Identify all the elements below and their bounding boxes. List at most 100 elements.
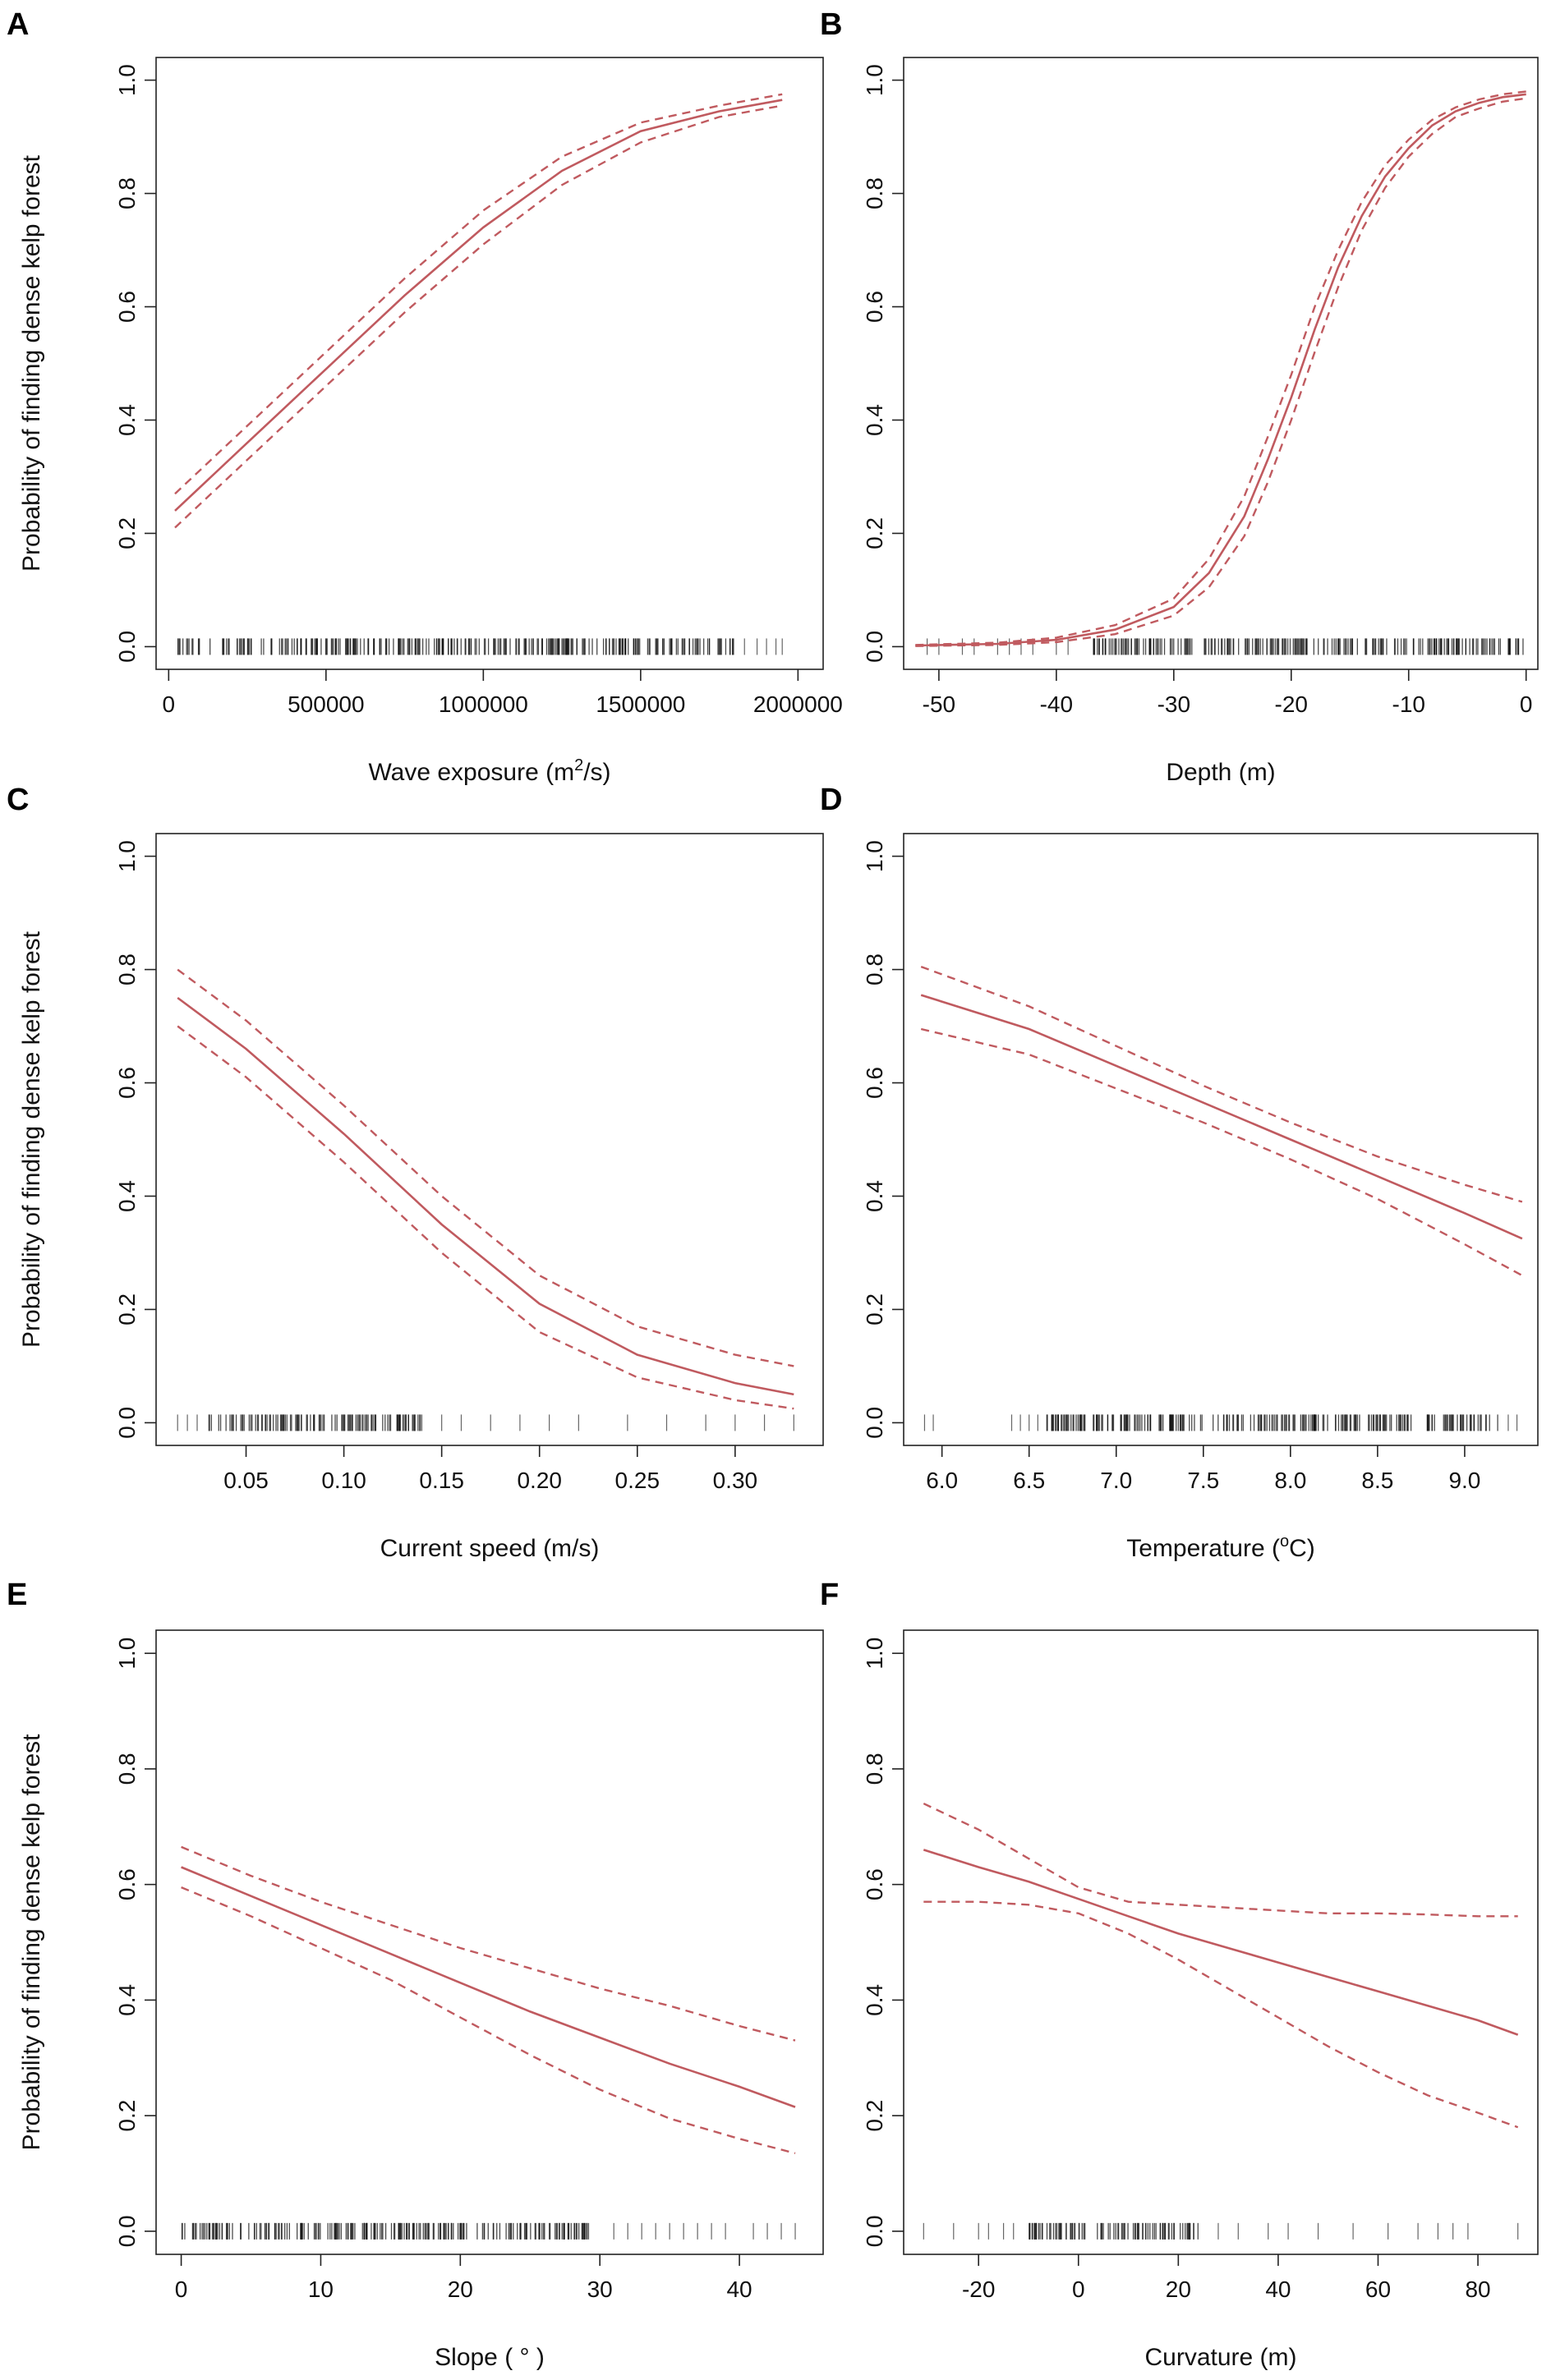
x-axis-title: Depth (m) — [1166, 759, 1275, 786]
y-tick-label: 0.2 — [862, 1293, 887, 1326]
x-axis-title: Temperature (oC) — [1126, 1532, 1315, 1562]
y-tick-label: 0.8 — [862, 177, 887, 209]
y-tick-label: 0.8 — [114, 177, 140, 209]
x-tick-label: 500000 — [288, 691, 364, 717]
y-tick-label: 0.4 — [114, 1180, 140, 1212]
y-tick-label: 0.6 — [862, 1868, 887, 1900]
fit-line — [177, 996, 794, 1396]
fit-line — [174, 99, 783, 512]
x-tick-label: 1000000 — [439, 691, 528, 717]
x-tick-label: -20 — [962, 2277, 995, 2302]
panel-f: F 0.0 0.2 0.4 0.6 0.8 1.0 -20 0 20 40 60 80 Curvature… — [820, 1578, 1539, 2371]
y-tick-label: 0.6 — [114, 1067, 140, 1099]
x-tick-label: 20 — [1166, 2277, 1191, 2302]
x-axis-title: Current speed (m/s) — [380, 1535, 600, 1562]
y-tick-label: 1.0 — [114, 64, 140, 96]
plot-frame — [903, 833, 1539, 1446]
x-tick-label: 2000000 — [753, 691, 843, 717]
x-tick-label: -50 — [923, 691, 955, 717]
x-tick-label: 6.0 — [926, 1468, 958, 1493]
x-axis-title-text: Curvature (m) — [1144, 2344, 1296, 2371]
x-axis-title-tail: C) — [1289, 1535, 1315, 1562]
y-tick-label: 0.8 — [862, 953, 887, 986]
y-tick-label: 1.0 — [862, 840, 887, 872]
rug — [923, 1414, 1518, 1431]
x-tick-label: -30 — [1157, 691, 1190, 717]
y-tick-label: 0.6 — [114, 1868, 140, 1900]
y-tick-label: 0.4 — [862, 1984, 887, 2016]
x-tick-label: -20 — [1275, 691, 1308, 717]
y-tick-label: 0.2 — [862, 517, 887, 549]
y-tick-label: 0.0 — [114, 1407, 140, 1439]
panel-c: C 0.0 0.2 0.4 0.6 0.8 1.0 0.05 0.10 0.15 0.20 0.25 0… — [7, 783, 824, 1562]
y-tick-label: 0.0 — [862, 2215, 887, 2247]
x-tick-label: 9.0 — [1448, 1468, 1480, 1493]
fit-line — [923, 1849, 1519, 2036]
x-tick-label: 0.25 — [615, 1468, 660, 1493]
x-tick-label: 0 — [1072, 2277, 1085, 2302]
ci-upper-line — [920, 965, 1523, 1203]
x-tick-label: -10 — [1392, 691, 1425, 717]
y-axis-title: Probability of finding dense kelp forest — [18, 1734, 45, 2151]
x-tick-label: 0.30 — [713, 1468, 758, 1493]
x-tick-label: -40 — [1040, 691, 1073, 717]
x-tick-label: 20 — [448, 2277, 473, 2302]
plot-frame — [155, 833, 824, 1446]
x-axis-title-text: Wave exposure (m — [368, 759, 574, 786]
fit-line — [181, 1866, 796, 2108]
rug — [181, 2222, 796, 2240]
x-tick-label: 0.15 — [419, 1468, 464, 1493]
y-tick-label: 0.8 — [114, 953, 140, 986]
plot-frame — [155, 1629, 824, 2255]
y-tick-label: 0.6 — [862, 291, 887, 323]
fit-line — [915, 93, 1526, 647]
y-tick-label: 1.0 — [114, 840, 140, 872]
x-tick-label: 0.20 — [517, 1468, 562, 1493]
y-tick-label: 1.0 — [114, 1638, 140, 1670]
x-tick-label: 0 — [1520, 691, 1533, 717]
y-tick-label: 0.0 — [862, 1407, 887, 1439]
y-tick-label: 0.4 — [862, 1180, 887, 1212]
x-tick-label: 0 — [175, 2277, 188, 2302]
y-tick-label: 1.0 — [862, 1638, 887, 1670]
panel-b: B 0.0 0.2 0.4 0.6 0.8 1.0 -50 -40 -30 -20 -10 0 Depth… — [820, 7, 1539, 786]
y-tick-label: 0.2 — [114, 1293, 140, 1326]
panel-a: A 0.0 0.2 0.4 0.6 0.8 1.0 0 500000 1000000 1500000… — [7, 7, 843, 786]
y-tick-label: 0.8 — [114, 1753, 140, 1785]
plot-frame — [903, 1629, 1539, 2255]
x-tick-label: 8.5 — [1361, 1468, 1393, 1493]
x-tick-label: 8.0 — [1274, 1468, 1306, 1493]
rug — [923, 2222, 1519, 2240]
x-tick-label: 1500000 — [596, 691, 685, 717]
ci-upper-line — [181, 1845, 796, 2042]
rug — [177, 1414, 794, 1431]
ci-lower-line — [181, 1886, 796, 2155]
y-tick-label: 0.2 — [114, 517, 140, 549]
ci-lower-line — [923, 1900, 1519, 2129]
y-tick-label: 0.8 — [862, 1753, 887, 1785]
x-axis-title-text: Temperature ( — [1126, 1535, 1280, 1562]
panel-letter: A — [7, 7, 29, 42]
ci-lower-line — [174, 104, 783, 529]
x-axis-title-superscript: 2 — [574, 756, 583, 774]
x-axis-title-text: Current speed (m/s) — [380, 1535, 600, 1562]
y-tick-label: 0.2 — [862, 2100, 887, 2132]
ci-lower-line — [920, 1027, 1523, 1277]
panel-d: D 0.0 0.2 0.4 0.6 0.8 1.0 6.0 6.5 7.0 7.5 8.0 8.5 9.0… — [820, 783, 1539, 1562]
y-axis-title: Probability of finding dense kelp forest — [18, 154, 45, 572]
x-axis-title-tail: /s) — [583, 759, 610, 786]
x-axis-title-text: Slope ( ° ) — [435, 2344, 545, 2371]
x-tick-label: 60 — [1365, 2277, 1391, 2302]
x-tick-label: 0.10 — [321, 1468, 366, 1493]
plot-frame — [903, 57, 1539, 670]
x-tick-label: 10 — [308, 2277, 334, 2302]
rug — [177, 638, 783, 655]
y-tick-label: 0.0 — [114, 631, 140, 663]
y-tick-label: 0.6 — [114, 291, 140, 323]
y-tick-label: 1.0 — [862, 64, 887, 96]
x-tick-label: 40 — [726, 2277, 752, 2302]
ci-upper-line — [923, 1803, 1518, 1918]
x-axis-title: Curvature (m) — [1144, 2344, 1296, 2371]
x-axis-title: Slope ( ° ) — [435, 2344, 545, 2371]
